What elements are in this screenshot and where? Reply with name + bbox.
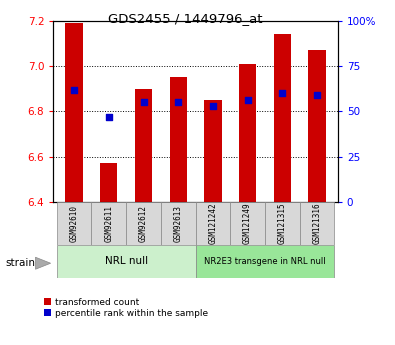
Point: [314, 92, 320, 98]
Bar: [100, 163, 117, 202]
Bar: [308, 50, 325, 202]
Bar: [274, 34, 291, 202]
Text: NRL null: NRL null: [105, 256, 148, 266]
Bar: [239, 64, 256, 202]
Point: [175, 99, 181, 105]
Polygon shape: [36, 257, 51, 269]
Text: GSM92610: GSM92610: [70, 205, 79, 242]
Bar: [196, 202, 230, 245]
Bar: [169, 77, 187, 202]
Bar: [57, 245, 196, 278]
Bar: [204, 100, 222, 202]
Bar: [161, 202, 196, 245]
Text: NR2E3 transgene in NRL null: NR2E3 transgene in NRL null: [204, 257, 326, 266]
Text: GSM121242: GSM121242: [209, 203, 217, 244]
Legend: transformed count, percentile rank within the sample: transformed count, percentile rank withi…: [44, 298, 208, 318]
Bar: [230, 202, 265, 245]
Text: GDS2455 / 1449796_at: GDS2455 / 1449796_at: [108, 12, 263, 25]
Text: GSM92613: GSM92613: [174, 205, 182, 242]
Bar: [57, 202, 92, 245]
Text: strain: strain: [5, 258, 35, 268]
Bar: [196, 245, 334, 278]
Bar: [265, 202, 299, 245]
Bar: [66, 23, 83, 202]
Text: GSM121315: GSM121315: [278, 203, 287, 244]
Bar: [299, 202, 334, 245]
Point: [245, 98, 251, 103]
Point: [210, 103, 216, 109]
Bar: [126, 202, 161, 245]
Bar: [135, 89, 152, 202]
Point: [140, 99, 147, 105]
Point: [71, 87, 77, 92]
Text: GSM92612: GSM92612: [139, 205, 148, 242]
Text: GSM121249: GSM121249: [243, 203, 252, 244]
Text: GSM121316: GSM121316: [312, 203, 322, 244]
Bar: [92, 202, 126, 245]
Point: [105, 114, 112, 119]
Point: [279, 90, 286, 96]
Text: GSM92611: GSM92611: [104, 205, 113, 242]
